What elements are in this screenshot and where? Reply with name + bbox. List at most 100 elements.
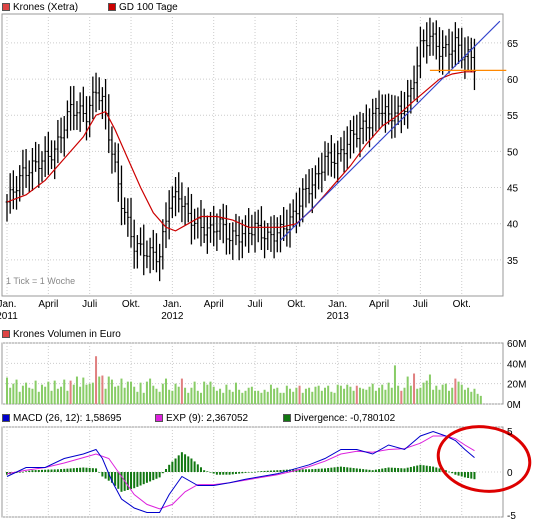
- x-tick-label: Jan.: [328, 299, 347, 310]
- volume-bar: [324, 387, 326, 404]
- divergence-bar: [324, 468, 326, 472]
- volume-bar: [355, 385, 358, 404]
- divergence-bar: [457, 472, 460, 476]
- volume-bar: [285, 385, 288, 404]
- divergence-bar: [416, 465, 419, 472]
- divergence-bar: [155, 472, 158, 479]
- divergence-bar: [473, 472, 476, 480]
- price-y-tick: 65: [507, 39, 519, 50]
- volume-bar: [82, 377, 85, 404]
- divergence-bar: [336, 466, 339, 472]
- divergence-bar: [142, 472, 145, 485]
- volume-bar: [254, 390, 257, 404]
- volume-bar: [171, 390, 174, 404]
- divergence-bar: [269, 470, 272, 472]
- volume-bar: [260, 392, 263, 404]
- divergence-bar: [393, 467, 396, 472]
- volume-bar: [311, 391, 314, 404]
- volume-bar: [206, 384, 209, 404]
- divergence-bar: [177, 455, 180, 472]
- divergence-bar: [422, 465, 425, 472]
- volume-bar: [98, 376, 101, 404]
- volume-bar: [470, 391, 473, 404]
- volume-bar: [339, 385, 342, 404]
- volume-bar: [330, 391, 333, 404]
- legend-ma: GD 100 Tage: [108, 2, 178, 14]
- divergence-bar: [368, 469, 371, 472]
- divergence-bar: [460, 472, 463, 477]
- divergence-bar: [117, 472, 120, 489]
- x-tick-label: April: [204, 299, 224, 310]
- divergence-bar: [101, 472, 104, 477]
- divergence-bar: [311, 469, 314, 472]
- volume-bar: [416, 388, 419, 404]
- volume-bar: [346, 384, 349, 404]
- divergence-bar: [432, 466, 435, 472]
- divergence-bar: [355, 468, 358, 472]
- divergence-bar: [50, 469, 53, 472]
- divergence-bar: [158, 472, 161, 478]
- volume-bar: [463, 389, 466, 404]
- divergence-bar: [190, 458, 193, 472]
- divergence-bar: [107, 472, 110, 481]
- divergence-bar: [206, 471, 209, 472]
- divergence-bar: [343, 466, 346, 472]
- divergence-bar: [257, 471, 260, 473]
- divergence-bar: [168, 464, 171, 472]
- divergence-bar: [378, 469, 381, 472]
- volume-bar: [276, 387, 279, 404]
- divergence-bar: [209, 472, 212, 473]
- divergence-bar: [254, 471, 257, 473]
- divergence-bar: [60, 469, 63, 472]
- volume-bar: [441, 384, 444, 404]
- divergence-bar: [31, 470, 34, 472]
- legend-divergence-label: Divergence: -0,780102: [294, 413, 396, 424]
- volume-bar: [209, 381, 212, 404]
- divergence-bar: [37, 469, 40, 472]
- volume-bar: [457, 381, 460, 404]
- volume-bar: [177, 386, 180, 404]
- volume-bar: [187, 392, 190, 404]
- volume-bar: [454, 378, 457, 404]
- divergence-bar: [247, 472, 250, 473]
- divergence-bar: [25, 471, 28, 472]
- divergence-bar: [133, 472, 136, 489]
- volume-bar: [155, 388, 158, 404]
- price-frame: [1, 13, 504, 297]
- volume-bar: [406, 376, 409, 404]
- volume-bar: [435, 385, 438, 404]
- volume-bar: [381, 384, 384, 404]
- divergence-bar: [28, 470, 31, 472]
- divergence-bar: [85, 467, 88, 472]
- volume-bar: [21, 385, 24, 404]
- divergence-bar: [203, 470, 206, 472]
- divergence-bar: [238, 472, 241, 474]
- volume-bar: [301, 392, 304, 404]
- volume-bar: [40, 384, 43, 404]
- divergence-bar: [448, 471, 451, 473]
- volume-bar: [304, 388, 307, 404]
- volume-bar: [238, 389, 241, 404]
- divergence-bar: [82, 467, 85, 472]
- volume-bar: [422, 382, 425, 404]
- macd-y-tick: 0: [507, 468, 513, 479]
- volume-bar: [266, 391, 269, 404]
- volume-bar: [69, 380, 72, 404]
- divergence-bar: [250, 472, 253, 473]
- divergence-bar: [63, 468, 66, 472]
- volume-bar: [203, 381, 206, 404]
- divergence-bar: [381, 468, 384, 472]
- volume-bar: [28, 387, 31, 404]
- volume-bar: [390, 387, 393, 404]
- volume-bar: [222, 392, 225, 404]
- divergence-bar: [304, 469, 307, 472]
- volume-bar: [110, 379, 113, 404]
- volume-bar: [432, 389, 435, 404]
- macd-swatch-icon: [2, 414, 10, 422]
- volume-bar: [327, 385, 330, 404]
- divergence-bar: [53, 469, 56, 472]
- divergence-bar: [244, 472, 247, 473]
- volume-bar: [12, 383, 15, 404]
- volume-y-tick: 20M: [507, 380, 526, 391]
- divergence-bar: [413, 466, 416, 472]
